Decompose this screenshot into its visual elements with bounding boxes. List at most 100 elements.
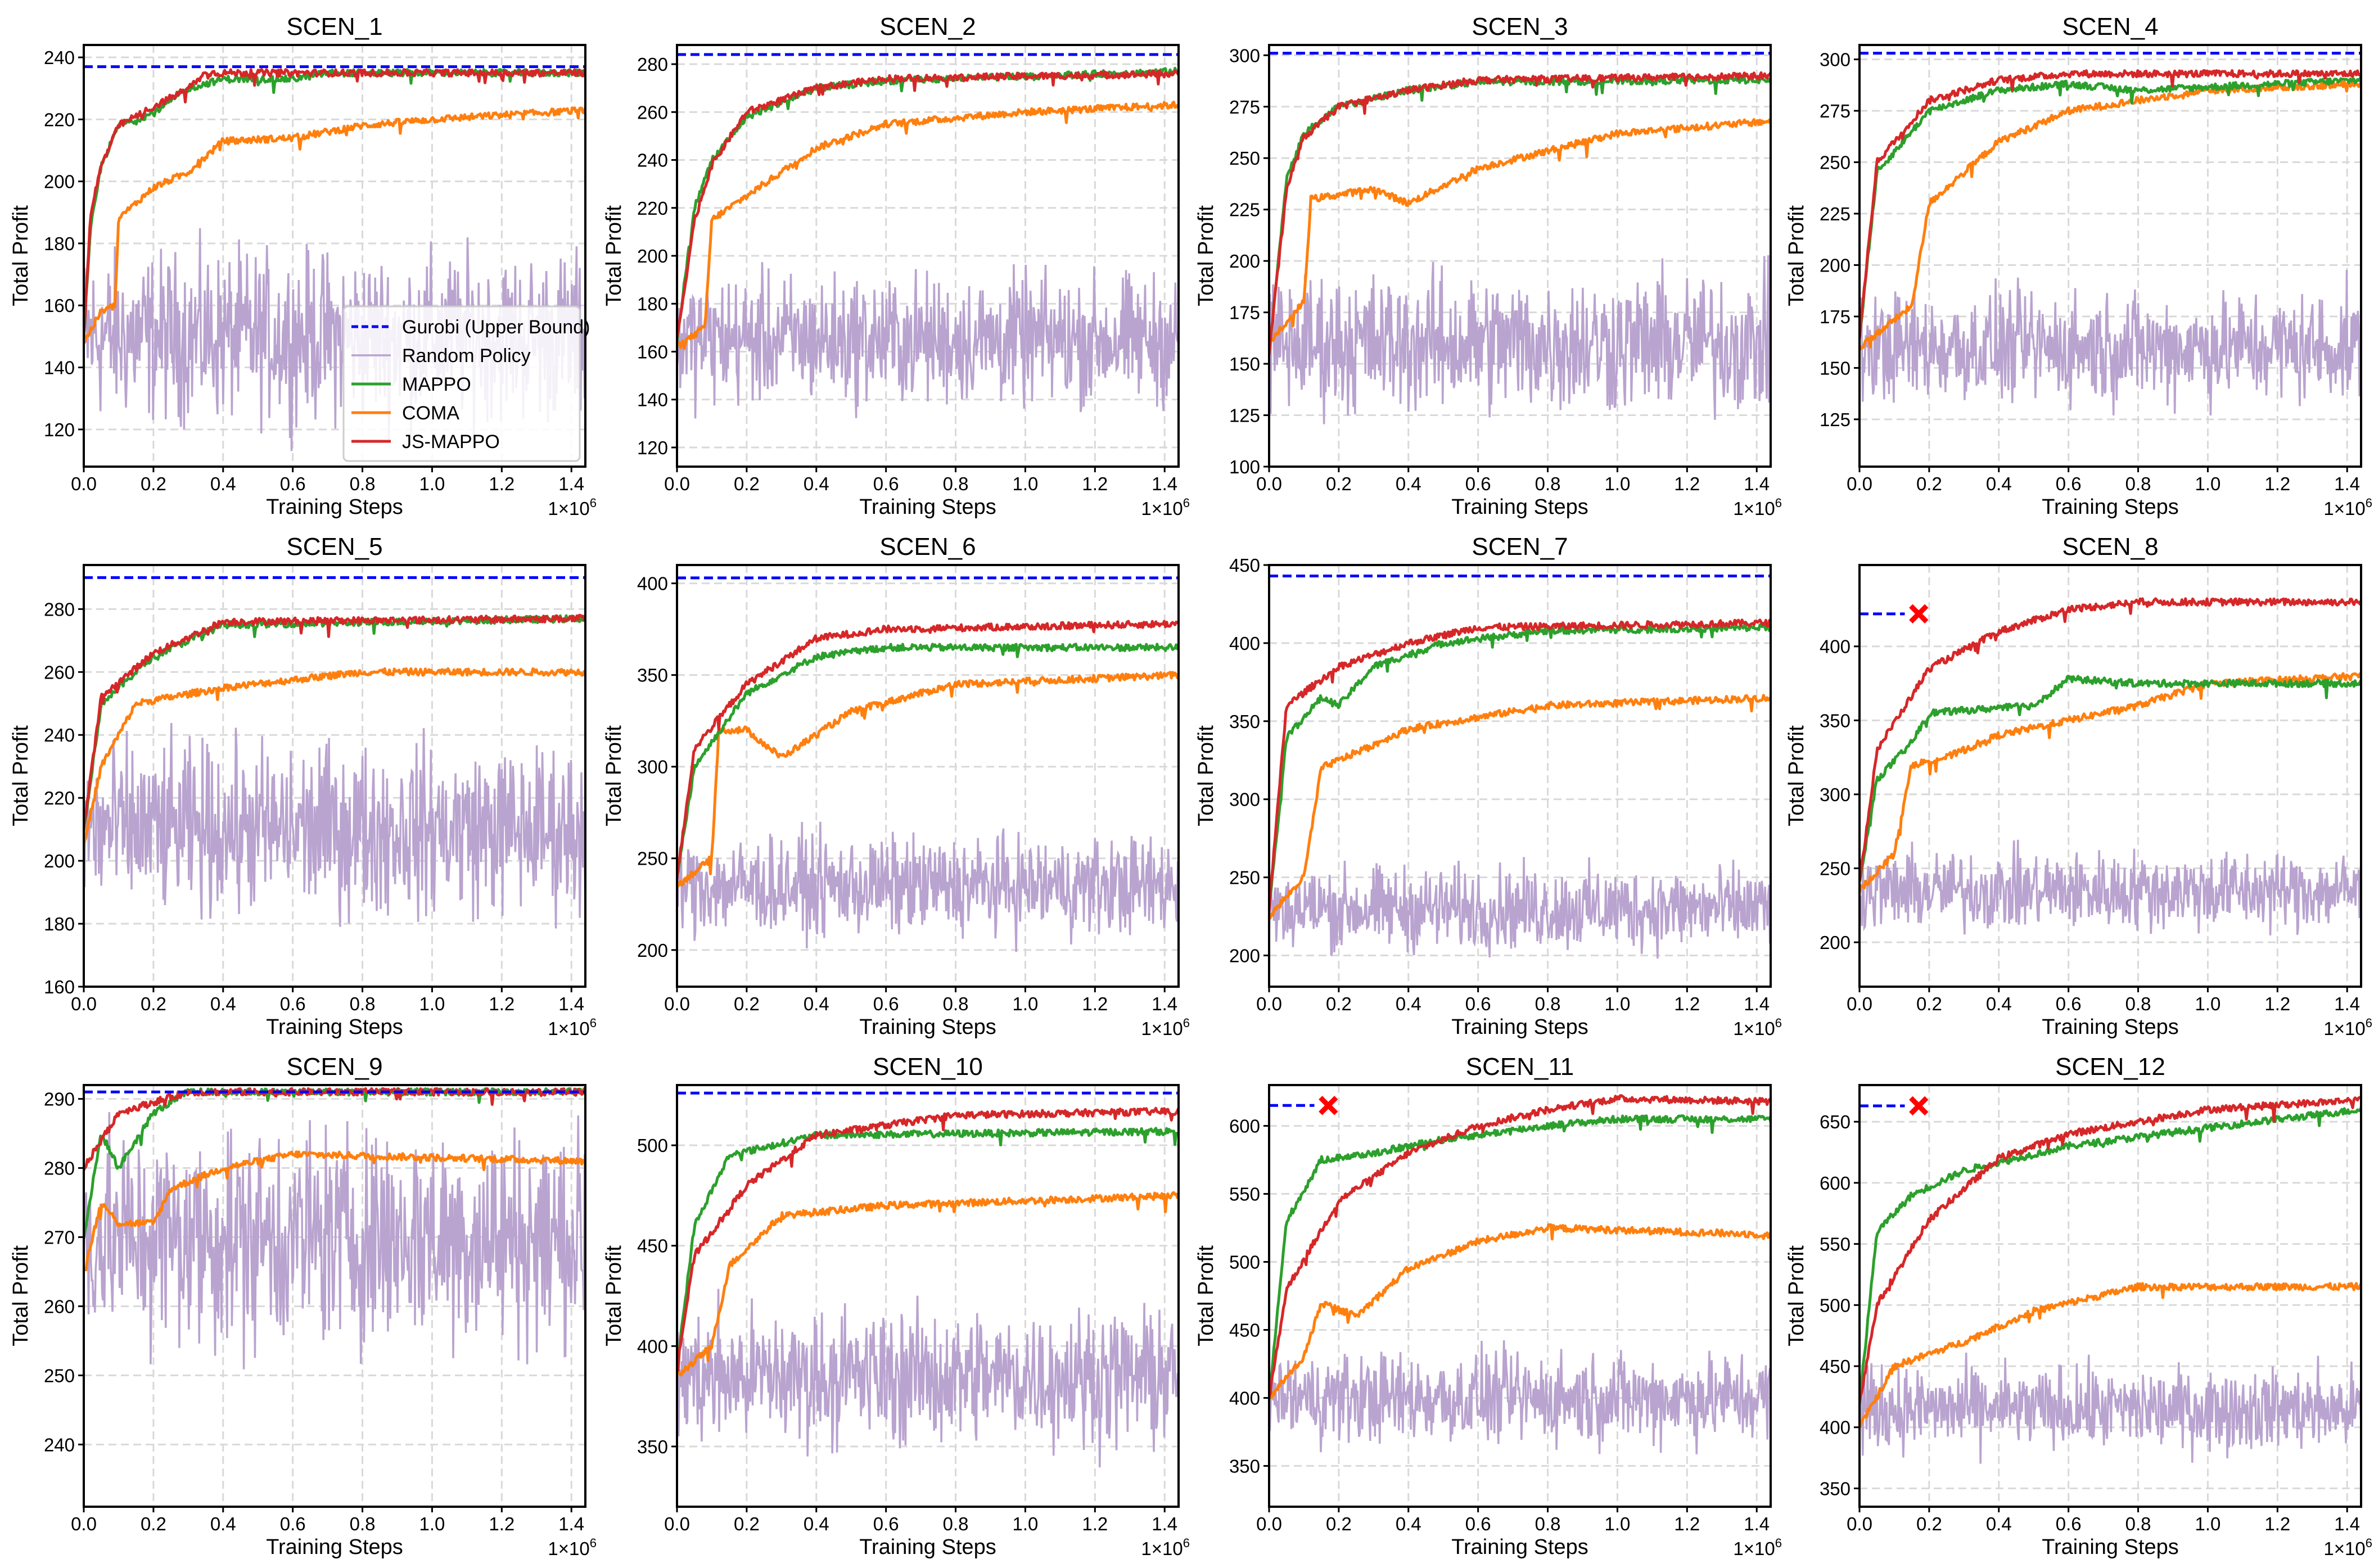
x-axis-label: Training Steps xyxy=(266,1015,403,1039)
x-tick-label: 0.4 xyxy=(1986,473,2012,494)
y-tick-label: 280 xyxy=(44,1158,75,1179)
legend-label: JS-MAPPO xyxy=(402,431,500,453)
x-tick-label: 1.2 xyxy=(2264,993,2290,1014)
x-tick-label: 0.6 xyxy=(1465,993,1491,1014)
random-policy-line xyxy=(1860,1352,2361,1464)
x-tick-label: 1.4 xyxy=(1152,473,1177,494)
y-tick-label: 160 xyxy=(44,977,75,997)
x-multiplier-label: 1×106 xyxy=(548,1016,597,1039)
x-tick-label: 1.4 xyxy=(1744,993,1770,1014)
y-tick-label: 400 xyxy=(1820,1417,1851,1438)
x-multiplier-label: 1×106 xyxy=(1141,1016,1190,1039)
mappo-line xyxy=(1860,1107,2361,1405)
x-tick-label: 0.2 xyxy=(1326,993,1352,1014)
subplot-title: SCEN_8 xyxy=(2062,533,2158,561)
y-tick-label: 250 xyxy=(637,848,668,869)
plot-area xyxy=(677,53,1179,419)
x-tick-label: 0.0 xyxy=(664,1513,690,1534)
axes-frame xyxy=(1858,44,2362,468)
y-tick-label: 200 xyxy=(1229,251,1260,272)
y-tick-label: 400 xyxy=(1229,633,1260,654)
random-policy-line xyxy=(1269,255,1771,424)
x-multiplier-exponent: 6 xyxy=(590,496,597,510)
plot-area xyxy=(84,576,585,929)
legend-label: Random Policy xyxy=(402,345,531,367)
y-tick-label: 240 xyxy=(44,725,75,745)
x-tick-label: 0.2 xyxy=(734,993,760,1014)
x-multiplier-base: 1×10 xyxy=(2323,1538,2365,1559)
coma-line xyxy=(84,1150,585,1272)
x-tick-label: 1.4 xyxy=(2334,1513,2360,1534)
x-tick-label: 0.4 xyxy=(1396,1513,1421,1534)
x-tick-label: 1.0 xyxy=(1013,1513,1039,1534)
y-tick-label: 240 xyxy=(44,47,75,68)
y-tick-label: 300 xyxy=(637,757,668,778)
y-axis-label: Total Profit xyxy=(1194,205,1218,306)
coma-line xyxy=(84,106,585,344)
random-policy-line xyxy=(1269,1340,1771,1454)
plot-area xyxy=(677,576,1179,952)
x-multiplier-exponent: 6 xyxy=(1775,1536,1782,1550)
y-tick-label: 225 xyxy=(1229,200,1260,220)
y-tick-label: 120 xyxy=(637,437,668,458)
plot-area xyxy=(1269,574,1771,959)
x-tick-label: 0.8 xyxy=(2125,473,2151,494)
js-mappo-line xyxy=(1860,597,2361,881)
subplot-title: SCEN_6 xyxy=(879,533,976,561)
js-mappo-line xyxy=(677,1106,1179,1372)
random-policy-line xyxy=(84,1112,585,1370)
y-tick-label: 300 xyxy=(1820,49,1851,70)
y-tick-label: 120 xyxy=(44,419,75,440)
y-axis-label: Total Profit xyxy=(602,205,626,306)
x-tick-label: 1.0 xyxy=(1605,993,1631,1014)
y-tick-label: 350 xyxy=(1229,711,1260,732)
x-tick-label: 0.2 xyxy=(1916,473,1942,494)
subplot-scen_2: SCEN_2 0.0 0.2 0.4 0.6 0.8 1.0 1.2 1.4 120 140 160 1… xyxy=(602,13,1190,519)
x-multiplier-label: 1×106 xyxy=(1733,1016,1782,1039)
random-policy-line xyxy=(1269,857,1771,959)
js-mappo-line xyxy=(677,69,1179,337)
x-axis-label: Training Steps xyxy=(2042,1015,2179,1039)
y-tick-label: 300 xyxy=(1229,45,1260,66)
y-tick-label: 350 xyxy=(1820,1478,1851,1499)
x-axis-label: Training Steps xyxy=(1451,1535,1588,1559)
x-tick-label: 1.0 xyxy=(1605,1513,1631,1534)
x-tick-label: 0.0 xyxy=(1847,1513,1872,1534)
x-tick-label: 0.8 xyxy=(1535,993,1561,1014)
coma-line xyxy=(1860,672,2361,893)
y-tick-label: 600 xyxy=(1229,1116,1260,1137)
x-tick-label: 0.4 xyxy=(1986,1513,2012,1534)
x-multiplier-base: 1×10 xyxy=(548,1018,589,1039)
x-axis-label: Training Steps xyxy=(266,495,403,519)
x-tick-label: 0.0 xyxy=(71,1513,97,1534)
plot-area xyxy=(1860,52,2361,416)
x-tick-label: 0.6 xyxy=(2056,1513,2082,1534)
infeasible-x-marker xyxy=(1909,604,1929,624)
y-tick-label: 550 xyxy=(1229,1184,1260,1205)
axes-frame xyxy=(1268,44,1772,468)
y-tick-label: 280 xyxy=(44,599,75,620)
random-policy-line xyxy=(677,262,1179,419)
x-tick-label: 0.6 xyxy=(2056,993,2082,1014)
x-multiplier-label: 1×106 xyxy=(2323,1536,2372,1559)
y-tick-label: 225 xyxy=(1820,204,1851,224)
x-tick-label: 0.8 xyxy=(1535,1513,1561,1534)
coma-line xyxy=(677,101,1179,350)
x-tick-label: 1.4 xyxy=(558,993,584,1014)
y-axis-label: Total Profit xyxy=(1194,725,1218,826)
axes-frame xyxy=(83,1084,586,1508)
plot-area xyxy=(84,1087,585,1370)
y-tick-label: 140 xyxy=(637,390,668,410)
x-tick-label: 0.4 xyxy=(804,473,829,494)
random-policy-line xyxy=(1860,839,2361,936)
x-tick-label: 0.6 xyxy=(873,473,899,494)
y-tick-label: 250 xyxy=(1820,858,1851,879)
x-tick-label: 0.6 xyxy=(2056,473,2082,494)
subplot-title: SCEN_4 xyxy=(2062,13,2158,40)
x-axis-label: Training Steps xyxy=(2042,495,2179,519)
x-tick-label: 0.8 xyxy=(2125,993,2151,1014)
x-multiplier-exponent: 6 xyxy=(590,1016,597,1030)
y-tick-label: 260 xyxy=(44,1296,75,1317)
plot-area xyxy=(84,65,585,451)
